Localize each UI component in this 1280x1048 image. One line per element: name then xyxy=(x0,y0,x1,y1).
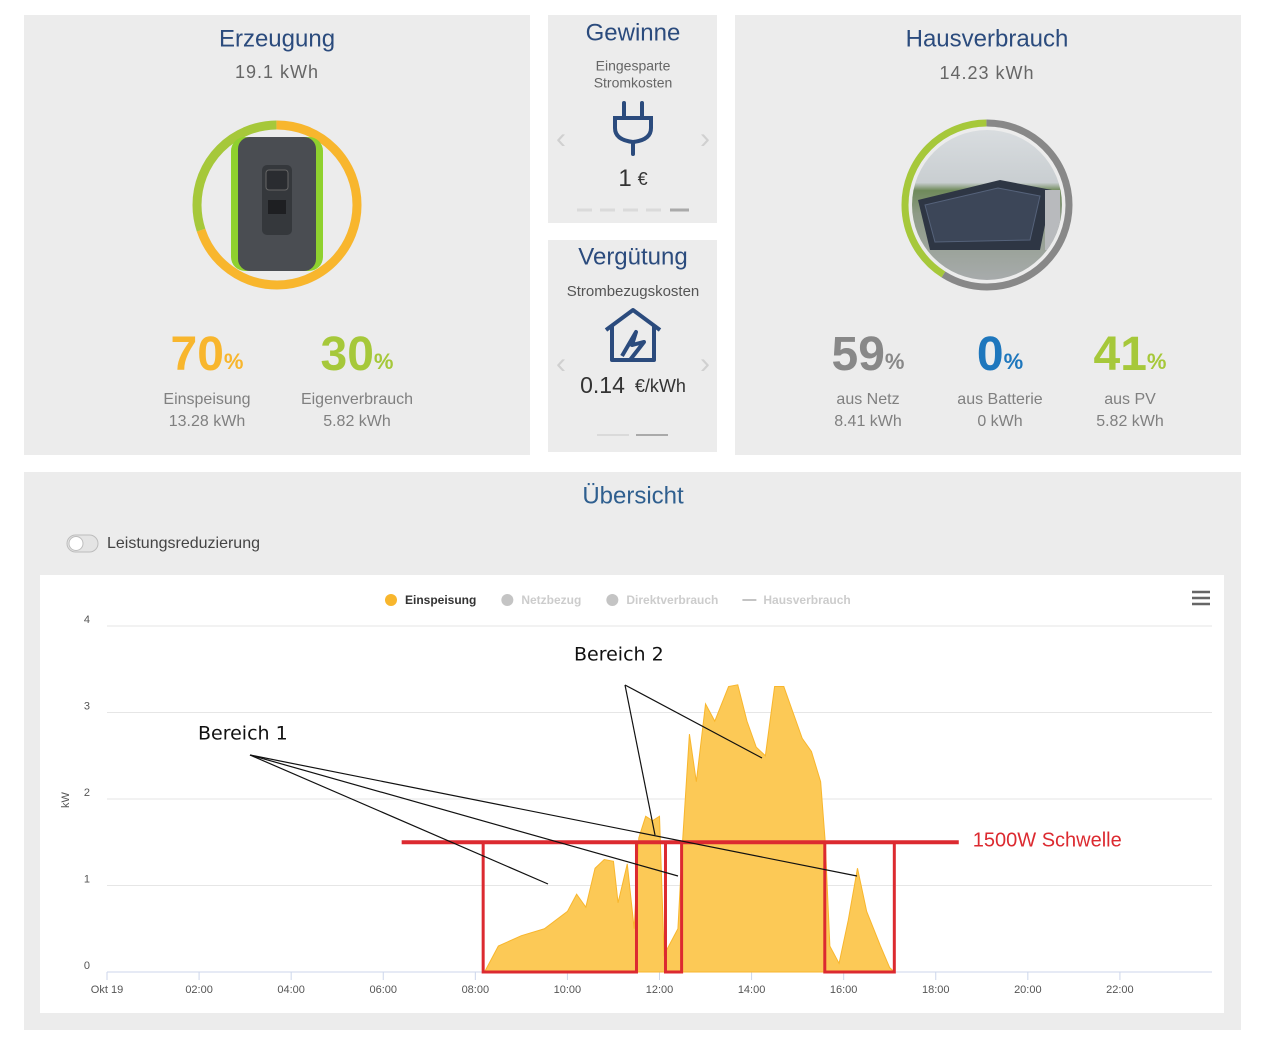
value-unit: € xyxy=(638,169,648,189)
stat-number: 0 xyxy=(977,328,1004,381)
ring xyxy=(192,120,362,290)
value: 0.14 €/kWh xyxy=(580,372,686,398)
subtitle: Stromkosten xyxy=(594,75,673,91)
stat-label: aus Batterie xyxy=(957,391,1042,408)
stat-number: 59 xyxy=(832,328,885,381)
value-number: 0.14 xyxy=(580,372,625,398)
stat-unit: % xyxy=(374,349,394,374)
stat-number: 30 xyxy=(321,328,374,381)
next-arrow[interactable]: › xyxy=(700,122,710,155)
stat-label: aus Netz xyxy=(836,391,899,408)
stat-value: 30% xyxy=(321,328,394,381)
house-icon xyxy=(604,308,662,362)
legend-marker xyxy=(385,594,397,606)
prev-arrow[interactable]: ‹ xyxy=(556,347,566,380)
x-tick-label: 12:00 xyxy=(646,984,674,996)
stat-unit: % xyxy=(1147,349,1167,374)
ring-segment xyxy=(901,119,1073,291)
legend-entry[interactable]: Netzbezug xyxy=(521,593,581,607)
value-number: 1 xyxy=(618,165,631,192)
legend-marker xyxy=(606,594,619,606)
legend-entry[interactable]: Direktverbrauch xyxy=(626,593,718,607)
legend-entry[interactable]: Einspeisung xyxy=(405,593,476,607)
x-tick-label: Okt 19 xyxy=(91,984,123,996)
stat-amount: 8.41 kWh xyxy=(834,413,902,430)
y-tick-label: 4 xyxy=(84,614,90,626)
subtitle: Strombezugskosten xyxy=(567,283,700,300)
x-tick-label: 20:00 xyxy=(1014,984,1042,996)
next-arrow[interactable]: › xyxy=(700,347,710,380)
panel-total: 14.23 kWh xyxy=(939,63,1034,83)
y-tick-label: 2 xyxy=(84,787,90,799)
stat-amount: 0 kWh xyxy=(977,413,1022,430)
ring xyxy=(901,119,1073,291)
panel-title: Gewinne xyxy=(586,19,681,46)
threshold-label: 1500W Schwelle xyxy=(973,830,1122,852)
value-unit: €/kWh xyxy=(635,376,686,396)
inverter-image xyxy=(231,137,323,271)
subtitle: Eingesparte xyxy=(596,58,671,74)
x-tick-label: 18:00 xyxy=(922,984,950,996)
annotation: Bereich 1 xyxy=(198,723,288,745)
x-tick-label: 14:00 xyxy=(738,984,766,996)
ring-segment xyxy=(901,119,1073,291)
stat-value: 70% xyxy=(171,328,244,381)
stat-number: 41 xyxy=(1094,328,1147,381)
ring-segment xyxy=(192,120,362,290)
panel-title: Vergütung xyxy=(578,243,687,270)
annotation: Bereich 2 xyxy=(574,644,664,666)
prev-arrow[interactable]: ‹ xyxy=(556,122,566,155)
menu-icon[interactable] xyxy=(1192,590,1210,606)
roof-photo xyxy=(912,130,1062,280)
x-tick-label: 04:00 xyxy=(277,984,305,996)
panel-title: Hausverbrauch xyxy=(906,25,1069,52)
stat-amount: 13.28 kWh xyxy=(169,413,245,430)
legend-entry[interactable]: Hausverbrauch xyxy=(763,593,850,607)
stat-number: 70 xyxy=(171,328,224,381)
toggle-label: Leistungsreduzierung xyxy=(107,535,260,552)
annotation-pointers xyxy=(249,684,858,885)
area xyxy=(483,684,896,973)
stat-unit: % xyxy=(224,349,244,374)
stat-label: Eigenverbrauch xyxy=(301,391,413,408)
x-tick-label: 08:00 xyxy=(462,984,490,996)
x-tick-label: 10:00 xyxy=(554,984,582,996)
section-title: Übersicht xyxy=(582,482,684,509)
x-tick-label: 22:00 xyxy=(1106,984,1134,996)
y-tick-label: 3 xyxy=(84,700,90,712)
y-tick-label: 0 xyxy=(84,960,90,972)
toggle[interactable] xyxy=(66,534,99,553)
stat-value: 59% xyxy=(832,328,905,381)
stat-amount: 5.82 kWh xyxy=(1096,413,1164,430)
y-axis-label: kW xyxy=(60,791,72,808)
panel-title: Erzeugung xyxy=(219,25,335,52)
value: 1 € xyxy=(618,165,647,192)
x-tick-label: 02:00 xyxy=(185,984,213,996)
chart: 0 1 2 3 4 Okt 19 02:00 04:00 06:00 08:00 10:00 12:0… xyxy=(60,593,1212,996)
legend-marker xyxy=(501,594,514,606)
stat-value: 0% xyxy=(977,328,1023,381)
stat-label: Einspeisung xyxy=(163,391,250,408)
stat-unit: % xyxy=(1004,349,1024,374)
plug-icon xyxy=(613,101,653,156)
stat-value: 41% xyxy=(1094,328,1167,381)
stat-amount: 5.82 kWh xyxy=(323,413,391,430)
x-tick-label: 16:00 xyxy=(830,984,858,996)
panel-total: 19.1 kWh xyxy=(235,62,319,82)
stat-label: aus PV xyxy=(1104,391,1156,408)
stat-unit: % xyxy=(885,349,905,374)
y-tick-label: 1 xyxy=(84,873,90,885)
x-tick-label: 06:00 xyxy=(369,984,397,996)
